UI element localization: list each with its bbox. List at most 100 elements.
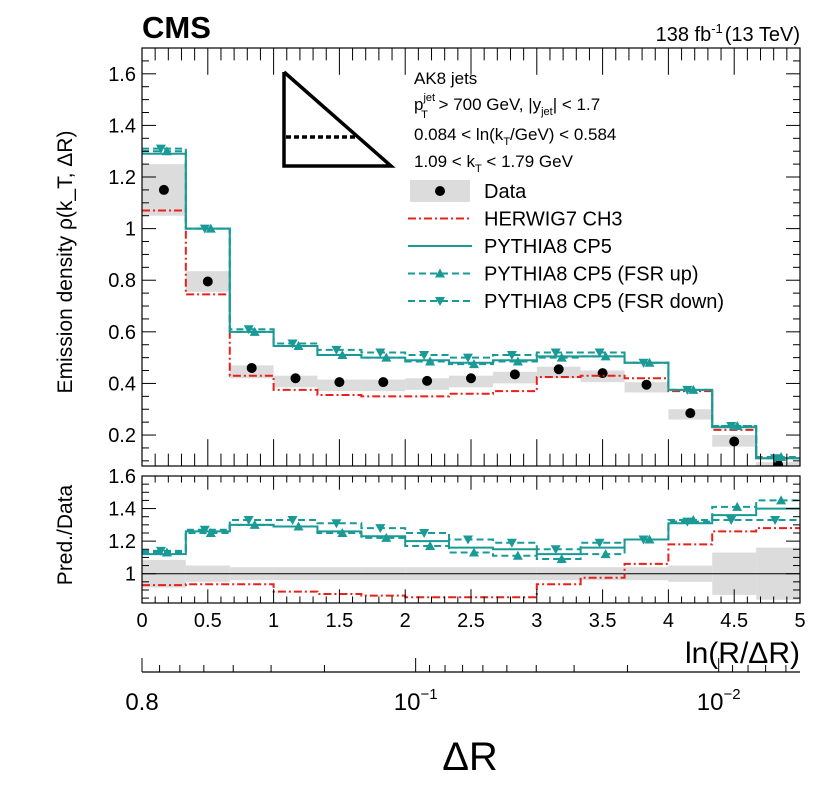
- legend-up-marker: [435, 268, 445, 278]
- fsr-down-marker: [594, 348, 605, 358]
- fsr-down-marker: [594, 538, 605, 548]
- fsr-down-marker: [155, 546, 166, 556]
- y-tick-label: 0.2: [108, 425, 136, 447]
- fsr-up-marker: [293, 521, 304, 531]
- y-tick-label: 1.2: [108, 531, 136, 553]
- x-tick-label: 1: [268, 610, 279, 632]
- fsr-up-marker: [425, 541, 436, 551]
- data-point: [422, 375, 433, 386]
- series-pythia8-cp5-fsr-down-: [142, 147, 800, 460]
- data-point: [641, 379, 652, 390]
- kt-start: 1.09 < k: [414, 152, 475, 171]
- legend-jets: AK8 jets: [414, 69, 477, 88]
- fsr-down-marker: [682, 517, 693, 527]
- legend-data-marker: [435, 186, 445, 196]
- fsr-up-marker: [337, 350, 348, 360]
- pt-cut: > 700 GeV, |y: [434, 95, 542, 114]
- lnkt-subscript: T: [503, 136, 510, 148]
- delta-r-axis-label: ΔR: [442, 735, 498, 779]
- legend-entry-pythia8-cp5-fsr-down-: PYTHIA8 CP5 (FSR down): [484, 291, 724, 313]
- experiment-label: CMS: [142, 10, 211, 45]
- main-panel: 0.2 0.4 0.6 0.8 1 1.2 1.4 1.6: [108, 47, 801, 467]
- legend-entry-data: Data: [484, 181, 527, 203]
- fsr-up-marker: [512, 550, 523, 560]
- fsr-down-marker: [375, 348, 386, 358]
- fsr-down-marker: [243, 515, 254, 525]
- x-tick-label: 1.5: [325, 610, 353, 632]
- fsr-down-marker: [331, 519, 342, 529]
- fsr-up-marker: [600, 549, 611, 559]
- x-tick-label: 0.5: [194, 610, 222, 632]
- x-tick-label: 3: [531, 610, 542, 632]
- data-point: [378, 377, 389, 388]
- fsr-down-marker: [638, 535, 649, 545]
- series-herwig7-ch3: [142, 527, 800, 599]
- fsr-up-marker: [293, 341, 304, 351]
- fsr-down-marker: [243, 325, 254, 335]
- fsr-up-marker: [425, 356, 436, 366]
- fsr-up-marker: [205, 527, 216, 537]
- data-point: [553, 364, 564, 375]
- series-herwig7-ch3: [142, 209, 800, 460]
- pt-symbol: p: [414, 95, 423, 114]
- fsr-up-marker: [381, 532, 392, 542]
- fsr-down-marker: [506, 538, 517, 548]
- x-tick-label: 0: [136, 610, 147, 632]
- ratio-y-axis-label: Pred./Data: [54, 484, 77, 585]
- y-tick-label: 1.6: [108, 64, 136, 86]
- y-tick-label: 1.4: [108, 499, 136, 521]
- data-point: [509, 369, 520, 380]
- data-point: [685, 408, 696, 419]
- kt-end: < 1.79 GeV: [482, 152, 574, 171]
- data-point: [202, 276, 213, 287]
- data-point: [466, 373, 476, 384]
- ratio-x-axis-label: ln(R/ΔR): [685, 637, 800, 670]
- fsr-up-marker: [161, 547, 172, 557]
- data-point: [246, 362, 257, 373]
- fsr-down-marker: [287, 339, 298, 349]
- x-tick-label: 2: [400, 610, 411, 632]
- fsr-up-marker: [469, 547, 479, 557]
- lumi-exponent: -1: [711, 21, 723, 36]
- fsr-down-marker: [550, 545, 561, 555]
- fsr-down-marker: [419, 351, 430, 361]
- x-tick-label: 4: [663, 610, 674, 632]
- fsr-up-marker: [776, 495, 787, 505]
- data-point: [290, 373, 301, 384]
- fsr-up-marker: [249, 326, 260, 336]
- fsr-down-marker: [770, 454, 781, 464]
- triangle-outline: [282, 70, 396, 168]
- data-point: [334, 377, 345, 388]
- y-tick-label: 0.6: [108, 322, 136, 344]
- fsr-down-marker: [770, 515, 781, 525]
- y-tick-label: 1.6: [108, 466, 136, 488]
- fsr-up-marker: [600, 351, 611, 361]
- y-tick-label: 1: [125, 564, 136, 586]
- y-tick-label: 0.4: [108, 373, 136, 395]
- delta-r-axis: 0.8 10−1 10−2: [125, 658, 800, 716]
- fsr-down-marker: [375, 524, 386, 534]
- series-pythia8-cp5-fsr-down-: [142, 518, 800, 552]
- fsr-down-marker: [463, 535, 473, 545]
- x-tick-label: 2.5: [457, 610, 485, 632]
- fsr-down-marker: [638, 358, 649, 368]
- legend: AK8 jets pjet T > 700 GeV, |yjet| < 1.7 0…: [408, 69, 724, 313]
- pt-subscript: T: [421, 109, 428, 121]
- x-tick-label: 4.5: [720, 610, 748, 632]
- fsr-up-marker: [512, 356, 523, 366]
- delta-r-tick-base: 0.8: [125, 689, 158, 716]
- x-tick-label: 5: [794, 610, 805, 632]
- y-tick-label: 1.2: [108, 167, 136, 189]
- fsr-down-marker: [287, 515, 298, 525]
- fsr-down-marker: [506, 351, 517, 361]
- delta-r-tick-label: 10−1: [394, 686, 438, 716]
- legend-lnkt-range: 0.084 < ln(kT/GeV) < 0.584: [414, 125, 616, 148]
- series-pythia8-cp5-fsr-up-: [142, 499, 800, 561]
- lnkt-end: /GeV) < 0.584: [510, 125, 616, 144]
- legend-entry-pythia8-cp5: PYTHIA8 CP5: [484, 236, 612, 258]
- fsr-down-marker: [463, 353, 473, 363]
- fsr-down-marker: [199, 525, 210, 535]
- main-y-axis-label: Emission density ρ(k_T, ΔR): [54, 131, 77, 394]
- delta-r-tick-base: 10: [697, 689, 724, 716]
